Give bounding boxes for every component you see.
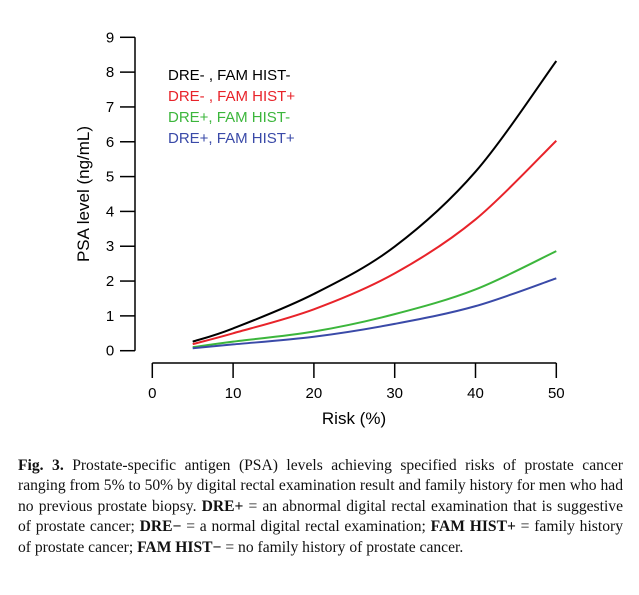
y-tick-label: 3 [106,238,114,255]
series-line-0 [192,60,558,343]
caption-text: Prostate-specific antigen (PSA) levels a… [18,457,623,515]
psa-risk-chart: 0 1 2 3 4 5 6 7 8 9 0 10 20 30 40 50 PSA level (ng/mL)… [74,29,565,428]
y-tick-label: 0 [106,343,114,360]
caption-term-fam-neg: FAM HIST− [137,538,222,556]
series-line-3 [192,277,557,350]
y-tick-label: 7 [106,99,114,116]
legend-entry-3: DRE+, FAM HIST+ [168,130,295,147]
y-axis-label: PSA level (ng/mL) [74,126,93,262]
legend-entry-2: DRE+, FAM HIST- [168,109,290,126]
x-tick-label: 10 [225,385,242,402]
x-tick-label: 50 [548,385,565,402]
legend-entry-0: DRE- , FAM HIST- [168,67,291,84]
caption-def-fam-pos: = family history of prostate cancer; [18,518,623,556]
x-axis: 0 10 20 30 40 50 [148,362,565,402]
caption-def-fam-neg: = no family history of prostate cancer. [221,538,464,556]
series-line-1 [192,140,557,346]
y-tick-label: 8 [106,64,114,81]
x-tick-label: 40 [467,385,484,402]
series-line-2 [192,250,557,349]
caption-def-dre-pos: = an abnormal digital rectal examination… [18,497,623,536]
legend-entry-1: DRE- , FAM HIST+ [168,88,295,105]
y-tick-label: 5 [106,169,114,186]
y-tick-label: 9 [106,29,114,46]
caption-term-dre-pos: DRE+ [201,497,244,515]
y-tick-label: 6 [106,134,114,151]
x-tick-label: 30 [386,385,403,402]
caption-term-fam-pos: FAM HIST+ [430,518,516,536]
x-tick-label: 0 [148,385,156,402]
figure-caption: Fig. 3. Prostate-specific antigen (PSA) … [18,456,623,558]
legend: DRE- , FAM HIST- DRE- , FAM HIST+ DRE+, FA… [168,67,295,147]
caption-def-dre-neg: = a normal digital rectal examination; [181,518,431,536]
x-tick-label: 20 [306,385,323,402]
y-tick-label: 2 [106,273,114,290]
y-tick-label: 4 [106,203,114,220]
y-tick-label: 1 [106,308,114,325]
caption-label: Fig. 3. [18,457,64,474]
x-axis-label: Risk (%) [322,409,386,428]
y-axis: 0 1 2 3 4 5 6 7 8 9 [106,29,136,360]
series-lines [192,60,558,350]
caption-term-dre-neg: DRE− [139,518,182,536]
